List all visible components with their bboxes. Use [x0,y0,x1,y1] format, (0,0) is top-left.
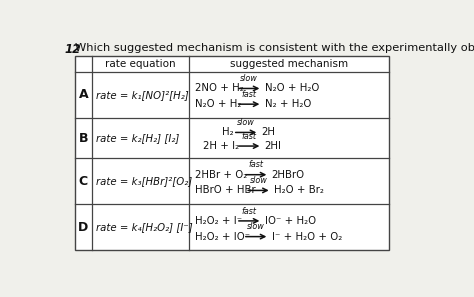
Text: 2HBrO: 2HBrO [272,170,305,180]
Text: HBrO + HBr: HBrO + HBr [195,185,255,195]
Text: slow: slow [237,118,255,127]
Text: N₂ + H₂O: N₂ + H₂O [264,99,311,109]
Text: fast: fast [242,132,256,141]
Text: rate = k₃[HBr]²[O₂]: rate = k₃[HBr]²[O₂] [96,176,192,186]
Text: rate = k₂[H₂] [I₂]: rate = k₂[H₂] [I₂] [96,133,179,143]
Text: IO⁻ + H₂O: IO⁻ + H₂O [264,216,316,226]
Text: slow: slow [247,222,265,231]
Text: fast: fast [248,160,264,169]
Text: H₂: H₂ [222,127,234,138]
Text: C: C [79,175,88,188]
Text: 2HBr + O₂: 2HBr + O₂ [195,170,247,180]
Text: D: D [78,221,88,234]
Text: fast: fast [242,90,256,99]
Text: B: B [79,132,88,145]
Text: 12: 12 [64,42,81,56]
Text: rate = k₄[H₂O₂] [I⁻]: rate = k₄[H₂O₂] [I⁻] [96,222,192,232]
Text: slow: slow [240,74,258,83]
Text: fast: fast [242,206,256,216]
Text: rate = k₁[NO]²[H₂]: rate = k₁[NO]²[H₂] [96,90,189,100]
Text: N₂O + H₂: N₂O + H₂ [195,99,241,109]
Text: N₂O + H₂O: N₂O + H₂O [264,83,319,94]
Text: suggested mechanism: suggested mechanism [230,59,348,69]
Text: Which suggested mechanism is consistent with the experimentally obtained rate eq: Which suggested mechanism is consistent … [75,42,474,53]
Text: H₂O + Br₂: H₂O + Br₂ [274,185,324,195]
Bar [75,56,389,250]
Text: H₂O₂ + IO⁻: H₂O₂ + IO⁻ [195,232,250,242]
Text: 2HI: 2HI [264,141,282,151]
Text: H₂O₂ + I⁻: H₂O₂ + I⁻ [195,216,242,226]
Text: slow: slow [249,176,267,185]
Text: 2H: 2H [262,127,275,138]
Text: A: A [79,89,88,102]
Text: 2H + I₂: 2H + I₂ [202,141,239,151]
Text: rate equation: rate equation [105,59,176,69]
Text: I⁻ + H₂O + O₂: I⁻ + H₂O + O₂ [272,232,342,242]
Text: 2NO + H₂: 2NO + H₂ [195,83,244,94]
